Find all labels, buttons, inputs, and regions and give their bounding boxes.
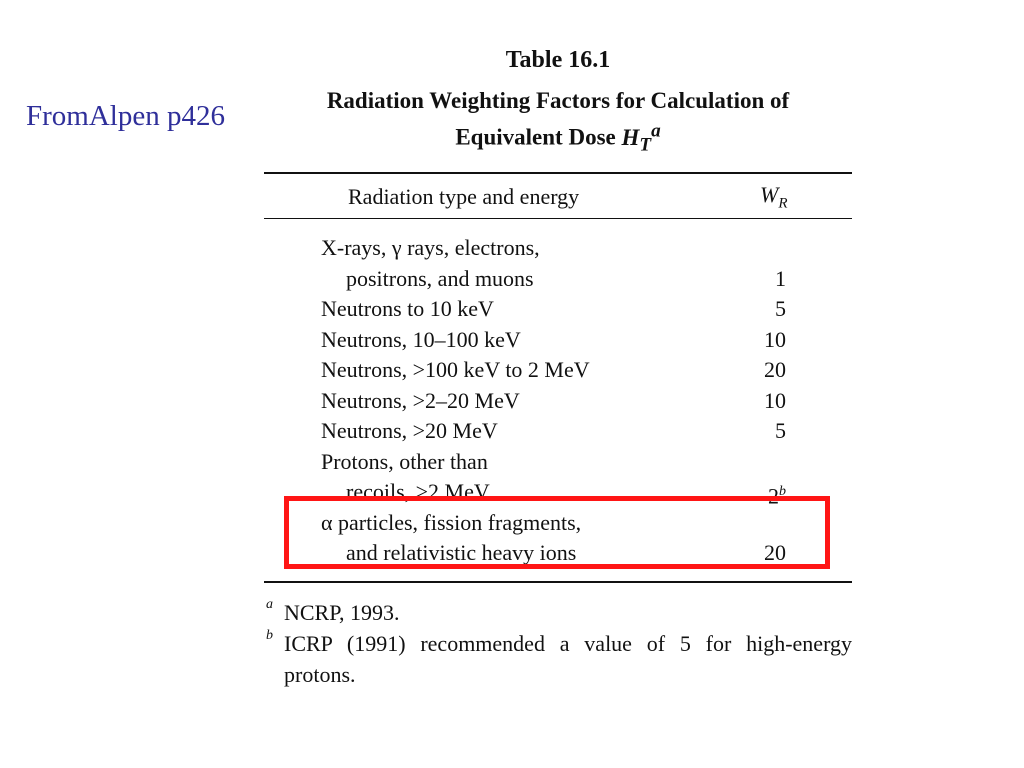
row-label: X-rays, γ rays, electrons, [321, 235, 540, 261]
footnote-a: a NCRP, 1993. [264, 597, 852, 628]
footnote-ref: b [779, 484, 786, 500]
table-row: Protons, other than [264, 447, 852, 478]
table-top-rule [264, 172, 852, 175]
footnote-b: b ICRP (1991) recommended a value of 5 f… [264, 628, 852, 690]
equivalent-dose-symbol: HTa [621, 120, 661, 156]
row-value: 20 [764, 540, 786, 566]
table-title-line2-text: Equivalent Dose [455, 124, 616, 150]
table-row: X-rays, γ rays, electrons, [264, 233, 852, 264]
row-label: Neutrons, >100 keV to 2 MeV [321, 357, 590, 383]
row-label: and relativistic heavy ions [346, 540, 577, 566]
footnote-text: NCRP, 1993. [284, 599, 400, 625]
row-label: α particles, fission fragments, [321, 509, 582, 535]
row-value: 1 [775, 265, 786, 291]
table-title-line1: Radiation Weighting Factors for Calculat… [326, 88, 790, 113]
column-header-type: Radiation type and energy [348, 184, 580, 210]
table-header-rule [264, 218, 852, 220]
footnote-text: ICRP (1991) recommended a value of 5 for… [284, 630, 852, 687]
row-label: positrons, and muons [346, 265, 534, 291]
table-row: recoils, >2 MeV 2b [264, 477, 852, 508]
source-note: FromAlpen p426 [26, 100, 225, 132]
table-title-line2: Equivalent Dose HTa [264, 116, 852, 160]
row-label: Neutrons, 10–100 keV [321, 326, 521, 352]
row-label: Neutrons, >2–20 MeV [321, 387, 520, 413]
table-bottom-rule [264, 580, 852, 583]
table-title: Radiation Weighting Factors for Calculat… [264, 86, 852, 160]
row-value: 5 [775, 418, 786, 444]
row-label: recoils, >2 MeV [346, 479, 490, 505]
table-header-row: Radiation type and energy WR [264, 174, 852, 218]
row-label: Neutrons to 10 keV [321, 296, 494, 322]
table-row: and relativistic heavy ions 20 [264, 538, 852, 569]
table-row: Neutrons, >20 MeV 5 [264, 416, 852, 447]
row-label: Protons, other than [321, 448, 488, 474]
row-value: 10 [764, 387, 786, 413]
footnote-mark: a [266, 596, 273, 612]
table-figure: Table 16.1 Radiation Weighting Factors f… [264, 40, 852, 690]
row-label: Neutrons, >20 MeV [321, 418, 498, 444]
table-row: Neutrons, >100 keV to 2 MeV 20 [264, 355, 852, 386]
table-row: Neutrons, 10–100 keV 10 [264, 325, 852, 356]
column-header-wr: WR [760, 182, 788, 212]
table-row: positrons, and muons 1 [264, 264, 852, 295]
row-value: 5 [775, 296, 786, 322]
table-body: X-rays, γ rays, electrons, positrons, an… [264, 219, 852, 569]
table-footnotes: a NCRP, 1993. b ICRP (1991) recommended … [264, 597, 852, 690]
table-row: Neutrons, >2–20 MeV 10 [264, 386, 852, 417]
footnote-mark: b [266, 627, 273, 643]
table-row: Neutrons to 10 keV 5 [264, 294, 852, 325]
row-value: 20 [764, 357, 786, 383]
row-value: 10 [764, 326, 786, 352]
table-row: α particles, fission fragments, [264, 508, 852, 539]
table-number: Table 16.1 [505, 47, 611, 73]
